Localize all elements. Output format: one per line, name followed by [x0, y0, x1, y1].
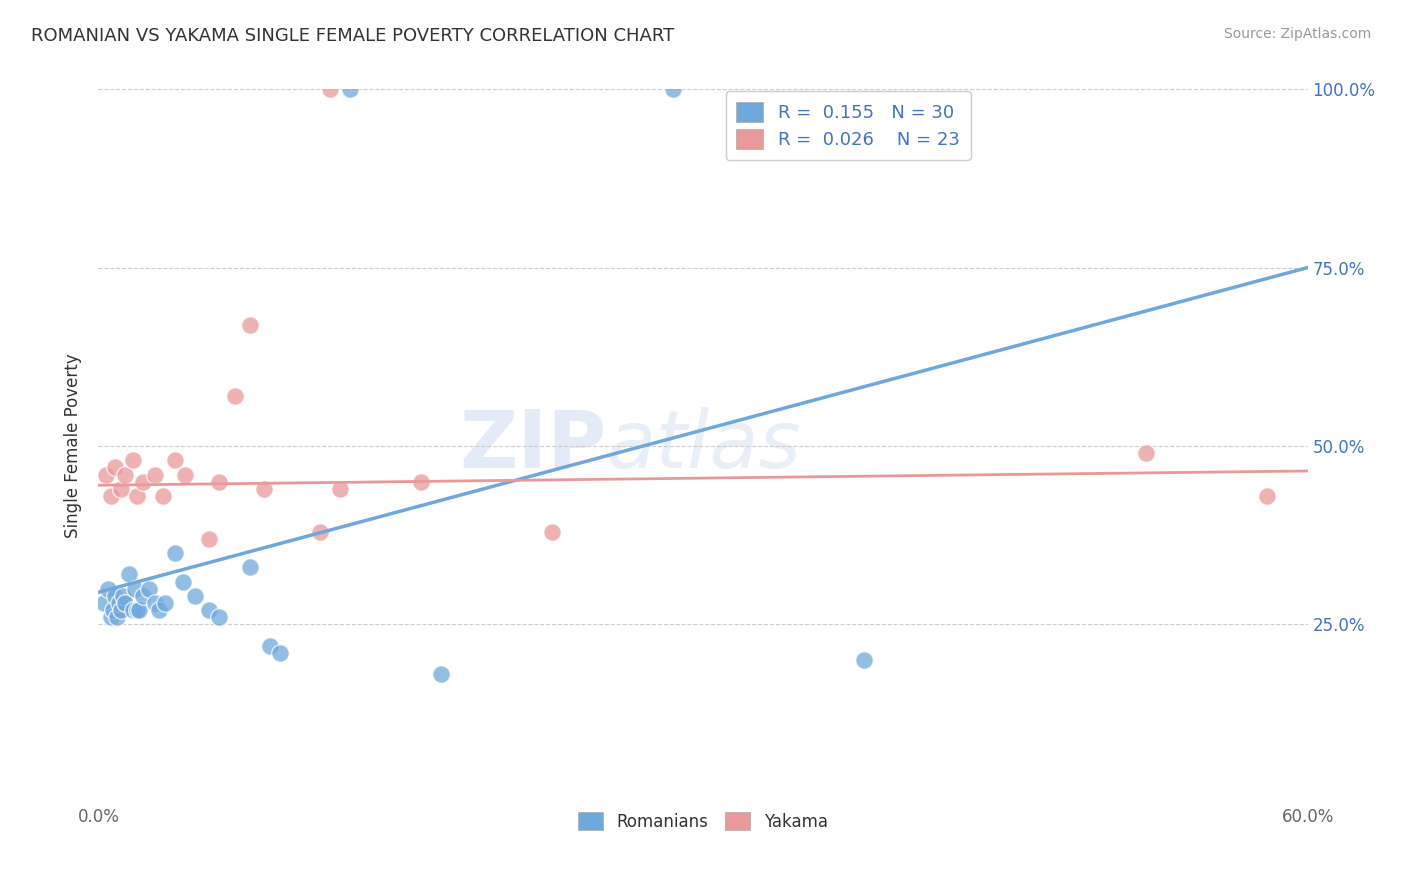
Point	[540, 524, 562, 539]
Text: Source: ZipAtlas.com: Source: ZipAtlas.com	[1223, 27, 1371, 41]
Point	[184, 589, 207, 603]
Point	[103, 460, 125, 475]
Point	[198, 603, 221, 617]
Point	[152, 489, 174, 503]
Point	[132, 589, 155, 603]
Point	[96, 467, 118, 482]
Point	[319, 82, 342, 96]
Point	[110, 603, 132, 617]
Text: atlas: atlas	[606, 407, 801, 485]
Point	[100, 489, 122, 503]
Point	[107, 596, 129, 610]
Point	[111, 589, 134, 603]
Point	[259, 639, 281, 653]
Point	[114, 467, 136, 482]
Point	[409, 475, 432, 489]
Point	[1135, 446, 1157, 460]
Point	[143, 467, 166, 482]
Point	[114, 596, 136, 610]
Y-axis label: Single Female Poverty: Single Female Poverty	[65, 354, 83, 538]
Point	[138, 582, 160, 596]
Point	[143, 596, 166, 610]
Point	[208, 475, 231, 489]
Point	[132, 475, 155, 489]
Point	[121, 453, 143, 467]
Point	[339, 82, 361, 96]
Point	[172, 574, 194, 589]
Point	[430, 667, 453, 681]
Point	[103, 589, 125, 603]
Point	[239, 318, 262, 332]
Point	[105, 610, 128, 624]
Point	[148, 603, 170, 617]
Point	[208, 610, 231, 624]
Point	[110, 482, 132, 496]
Point	[125, 489, 148, 503]
Point	[121, 603, 143, 617]
Point	[101, 603, 124, 617]
Point	[163, 546, 186, 560]
Point	[1256, 489, 1278, 503]
Point	[253, 482, 276, 496]
Point	[163, 453, 186, 467]
Point	[93, 596, 115, 610]
Point	[174, 467, 197, 482]
Point	[309, 524, 332, 539]
Point	[153, 596, 176, 610]
Text: ZIP: ZIP	[458, 407, 606, 485]
Point	[329, 482, 352, 496]
Point	[269, 646, 291, 660]
Point	[125, 603, 148, 617]
Point	[661, 82, 683, 96]
Point	[128, 603, 150, 617]
Point	[853, 653, 876, 667]
Legend: Romanians, Yakama: Romanians, Yakama	[572, 805, 834, 838]
Point	[124, 582, 146, 596]
Point	[100, 610, 122, 624]
Point	[224, 389, 246, 403]
Point	[198, 532, 221, 546]
Point	[239, 560, 262, 574]
Point	[97, 582, 120, 596]
Text: ROMANIAN VS YAKAMA SINGLE FEMALE POVERTY CORRELATION CHART: ROMANIAN VS YAKAMA SINGLE FEMALE POVERTY…	[31, 27, 675, 45]
Point	[118, 567, 141, 582]
